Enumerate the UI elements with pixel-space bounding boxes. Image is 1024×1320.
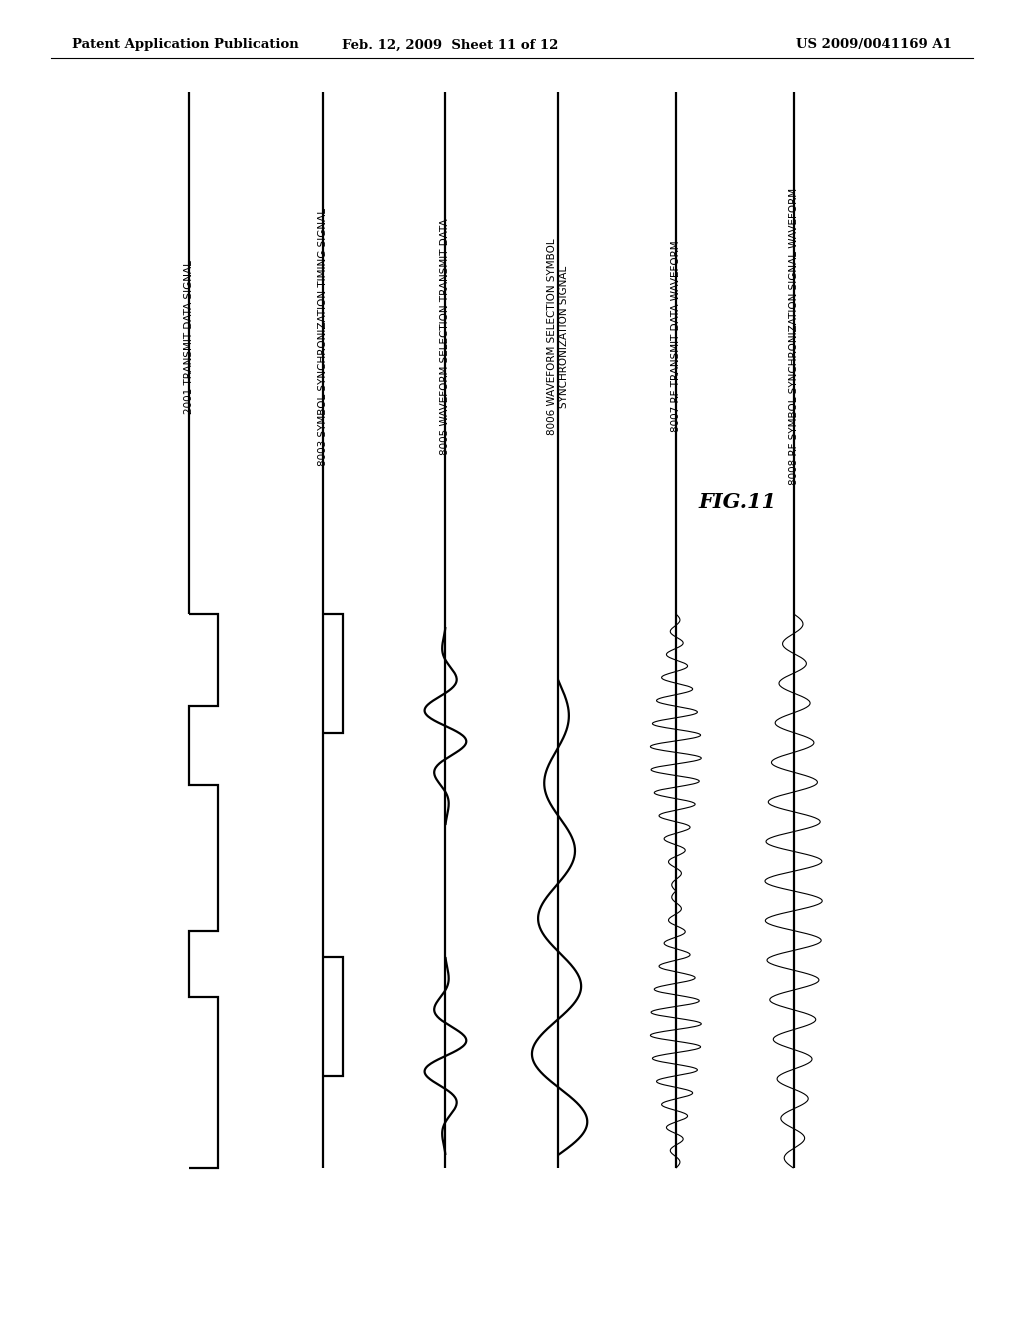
Text: Patent Application Publication: Patent Application Publication [72, 38, 298, 51]
Text: 8007 RF TRANSMIT DATA WAVEFORM: 8007 RF TRANSMIT DATA WAVEFORM [671, 240, 681, 433]
Text: 8005 WAVEFORM SELECTION TRANSMIT DATA: 8005 WAVEFORM SELECTION TRANSMIT DATA [440, 218, 451, 455]
Text: 8003 SYMBOL SYNCHRONIZATION TIMING SIGNAL: 8003 SYMBOL SYNCHRONIZATION TIMING SIGNA… [317, 207, 328, 466]
Text: 8008 RF SYMBOL SYNCHRONIZATION SIGNAL WAVEFORM: 8008 RF SYMBOL SYNCHRONIZATION SIGNAL WA… [788, 187, 799, 486]
Text: 2001 TRANSMIT DATA SIGNAL: 2001 TRANSMIT DATA SIGNAL [184, 260, 195, 413]
Text: FIG.11: FIG.11 [698, 491, 776, 512]
Text: 8006 WAVEFORM SELECTION SYMBOL
SYNCHRONIZATION SIGNAL: 8006 WAVEFORM SELECTION SYMBOL SYNCHRONI… [547, 239, 569, 434]
Text: US 2009/0041169 A1: US 2009/0041169 A1 [797, 38, 952, 51]
Text: Feb. 12, 2009  Sheet 11 of 12: Feb. 12, 2009 Sheet 11 of 12 [342, 38, 559, 51]
